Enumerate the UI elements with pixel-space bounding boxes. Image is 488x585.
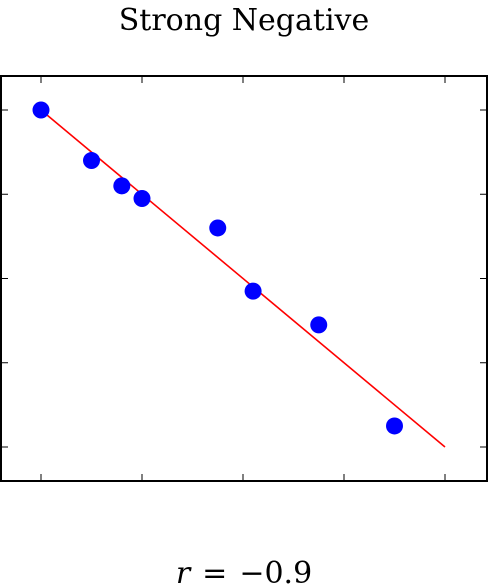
data-points <box>32 101 403 435</box>
data-point-2 <box>113 177 131 195</box>
chart-title: Strong Negative <box>119 3 370 38</box>
data-point-6 <box>310 316 328 334</box>
correlation-annotation: r = −0.9 <box>176 556 312 585</box>
data-point-7 <box>386 417 403 435</box>
axis-ticks <box>1 76 487 481</box>
plot-frame <box>0 75 488 482</box>
data-point-5 <box>244 282 262 300</box>
r-value: −0.9 <box>239 556 312 585</box>
data-point-4 <box>209 219 227 237</box>
trend-line <box>40 109 446 448</box>
equals-sign: = <box>202 556 227 585</box>
data-point-3 <box>133 189 151 207</box>
r-symbol: r <box>176 556 192 585</box>
data-point-1 <box>83 152 100 170</box>
data-point-0 <box>32 101 50 119</box>
